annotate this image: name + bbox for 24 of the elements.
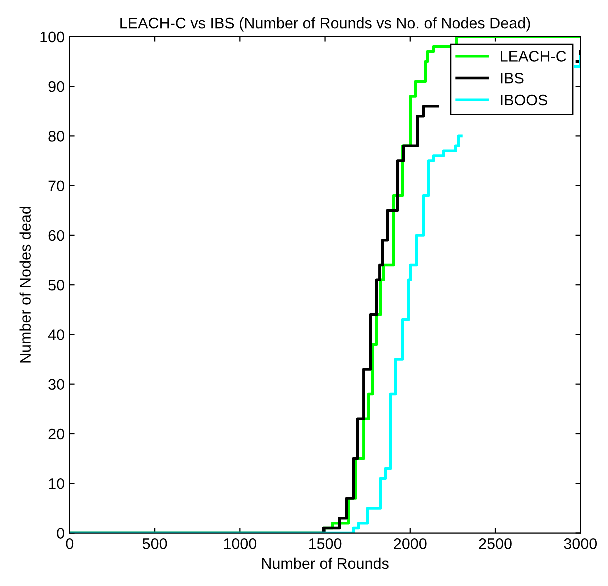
x-tick-label: 2000: [394, 538, 427, 550]
x-axis-title: Number of Rounds: [262, 558, 389, 570]
x-tick-label: 3000: [564, 538, 598, 550]
legend-label: IBOOS: [501, 94, 548, 106]
x-tick-label: 1000: [224, 538, 257, 550]
y-tick-label: 10: [49, 478, 64, 490]
x-tick-label: 0: [66, 538, 74, 550]
y-tick-label: 90: [48, 81, 64, 92]
x-tick-label: 1500: [309, 538, 342, 550]
y-tick-label: 30: [48, 379, 64, 390]
y-tick-label: 50: [48, 280, 64, 291]
x-tick-label: 500: [142, 538, 168, 550]
y-tick-label: 70: [48, 180, 64, 192]
y-tick-label: 40: [48, 330, 64, 340]
y-tick-label: 100: [40, 32, 64, 43]
y-axis-title: Number of Nodes dead: [20, 207, 31, 363]
y-tick-label: 20: [48, 428, 64, 440]
chart-title: LEACH-C vs IBS (Number of Rounds vs No. of Nodes Dead): [120, 18, 530, 32]
legend-label: IBS: [501, 72, 524, 84]
y-tick-label: 60: [48, 230, 64, 242]
y-tick-label: 80: [48, 131, 64, 142]
legend-label: LEACH-C: [501, 51, 566, 62]
x-tick-label: 2500: [479, 538, 512, 550]
y-tick-label: 0: [57, 528, 64, 539]
